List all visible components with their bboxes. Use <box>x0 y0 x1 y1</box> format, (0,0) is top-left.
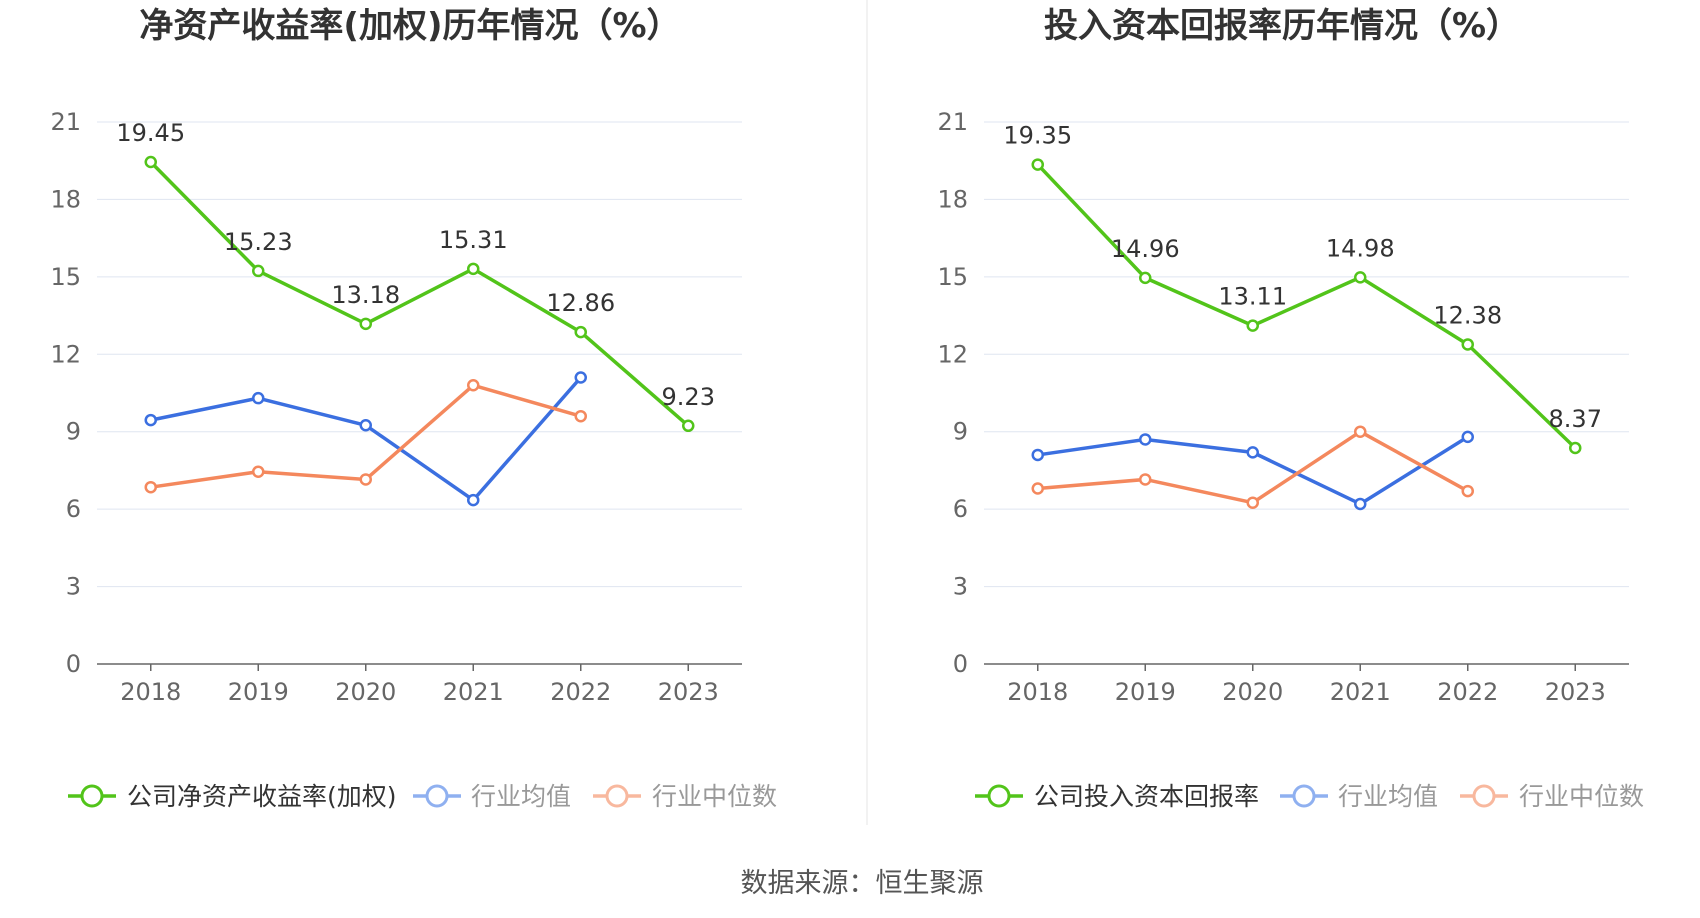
legend-marker-icon <box>80 784 104 808</box>
data-point <box>252 465 265 478</box>
data-point <box>1031 158 1044 171</box>
x-tick-label: 2021 <box>443 678 504 706</box>
data-point <box>359 317 372 331</box>
data-point <box>252 264 265 278</box>
y-tick-label: 12 <box>937 340 968 368</box>
data-point <box>1246 446 1259 459</box>
y-tick-label: 21 <box>937 108 968 136</box>
legend-marker-icon <box>605 784 629 808</box>
data-source-note: 数据来源：恒生聚源 <box>741 868 984 899</box>
x-tick-label: 2022 <box>550 678 611 706</box>
data-point <box>467 379 480 392</box>
y-tick-label: 0 <box>953 650 968 678</box>
y-tick-label: 18 <box>50 185 81 213</box>
data-point <box>1461 430 1474 444</box>
y-tick-label: 12 <box>50 340 81 368</box>
data-label: 8.37 <box>1549 405 1602 433</box>
data-point <box>682 419 695 433</box>
data-point <box>1139 433 1152 446</box>
data-label: 13.11 <box>1218 283 1287 311</box>
x-tick-label: 2021 <box>1330 678 1391 706</box>
data-point <box>144 155 157 169</box>
legend-label: 公司净资产收益率(加权) <box>127 782 397 811</box>
legend-label: 公司投入资本回报率 <box>1034 782 1259 811</box>
series-line-company <box>1036 163 1577 450</box>
data-point <box>574 409 587 423</box>
legend-label: 行业中位数 <box>652 782 777 811</box>
data-label: 14.96 <box>1111 235 1180 263</box>
data-point <box>1031 448 1044 462</box>
legend-label: 行业均值 <box>1338 782 1438 811</box>
data-point <box>574 371 587 384</box>
data-point <box>252 391 265 405</box>
x-tick-label: 2020 <box>1222 678 1283 706</box>
series-line-company <box>149 160 690 428</box>
data-point <box>1461 484 1474 498</box>
data-point <box>1139 473 1152 486</box>
data-point <box>359 419 372 432</box>
data-label: 19.35 <box>1003 122 1072 150</box>
data-point <box>1139 271 1152 285</box>
series-line-industry-median <box>150 383 582 489</box>
data-point <box>144 413 157 427</box>
x-tick-label: 2019 <box>1115 678 1176 706</box>
series-line-industry-median <box>1037 429 1469 505</box>
data-point <box>467 262 480 276</box>
chart-title: 投入资本回报率历年情况（%） <box>1044 6 1520 46</box>
data-point <box>1246 496 1259 509</box>
y-tick-label: 21 <box>50 108 81 136</box>
y-tick-label: 0 <box>66 650 81 678</box>
legend-label: 行业均值 <box>471 782 571 811</box>
y-tick-label: 9 <box>953 418 968 446</box>
data-point <box>1354 271 1367 284</box>
data-point <box>1354 497 1367 511</box>
y-tick-label: 15 <box>50 263 81 291</box>
data-point <box>359 473 372 486</box>
data-point <box>467 493 480 507</box>
x-tick-label: 2018 <box>120 678 181 706</box>
legend-label: 行业中位数 <box>1519 782 1644 811</box>
data-point <box>574 325 587 339</box>
data-point <box>1246 319 1259 332</box>
data-label: 14.98 <box>1326 234 1395 262</box>
legend-marker-icon <box>1292 784 1316 808</box>
y-tick-label: 6 <box>953 495 968 523</box>
chart-title: 净资产收益率(加权)历年情况（%） <box>139 6 680 46</box>
y-tick-label: 3 <box>953 573 968 601</box>
legend-marker-icon <box>987 784 1011 808</box>
data-point <box>1031 482 1044 495</box>
data-point <box>144 480 157 494</box>
legend-marker-icon <box>1472 784 1496 808</box>
x-tick-label: 2019 <box>228 678 289 706</box>
data-label: 12.38 <box>1433 301 1502 329</box>
x-tick-label: 2022 <box>1437 678 1498 706</box>
y-tick-label: 3 <box>66 573 81 601</box>
y-tick-label: 18 <box>937 185 968 213</box>
data-label: 9.23 <box>662 383 715 411</box>
data-point <box>1461 338 1474 351</box>
data-label: 15.23 <box>224 228 293 256</box>
y-tick-label: 9 <box>66 418 81 446</box>
data-label: 19.45 <box>116 119 185 147</box>
x-tick-label: 2020 <box>335 678 396 706</box>
data-label: 15.31 <box>439 226 508 254</box>
x-tick-label: 2023 <box>658 678 719 706</box>
data-point <box>1354 425 1367 438</box>
x-tick-label: 2023 <box>1545 678 1606 706</box>
data-label: 13.18 <box>331 281 400 309</box>
x-tick-label: 2018 <box>1007 678 1068 706</box>
y-tick-label: 6 <box>66 495 81 523</box>
data-point <box>1569 441 1582 455</box>
y-tick-label: 15 <box>937 263 968 291</box>
legend-marker-icon <box>425 784 449 808</box>
data-label: 12.86 <box>546 289 615 317</box>
